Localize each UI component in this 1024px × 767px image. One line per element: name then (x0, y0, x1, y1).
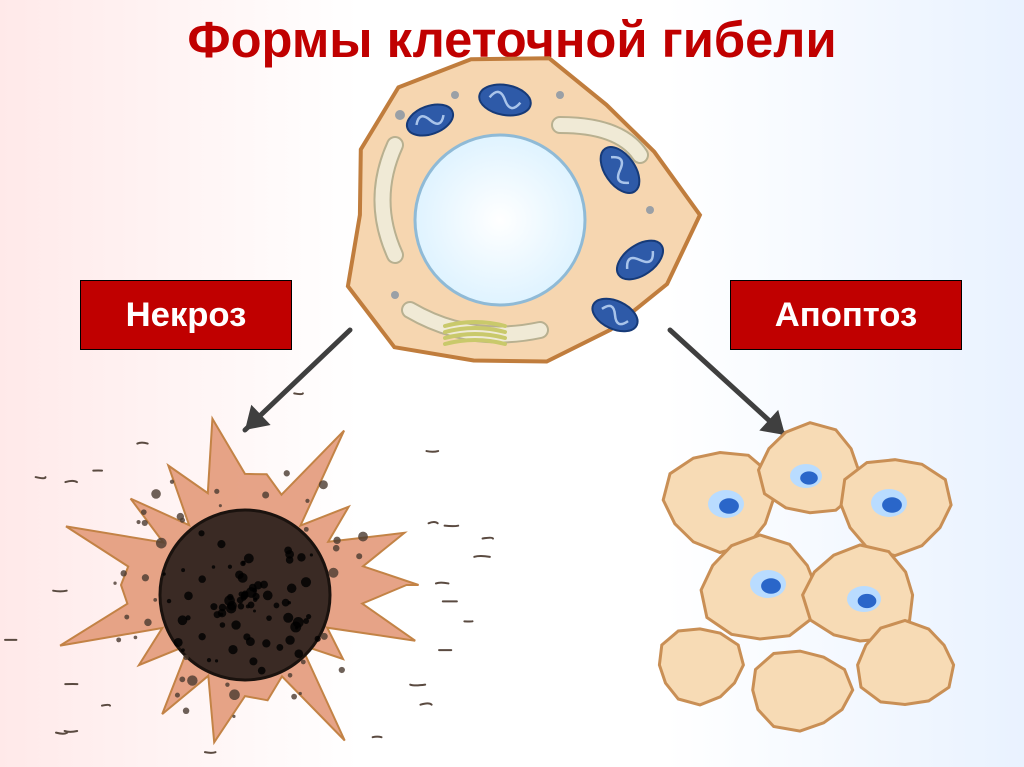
diagram-svg (0, 0, 1024, 767)
slide: Формы клеточной гибели Некроз Апоптоз (0, 0, 1024, 767)
